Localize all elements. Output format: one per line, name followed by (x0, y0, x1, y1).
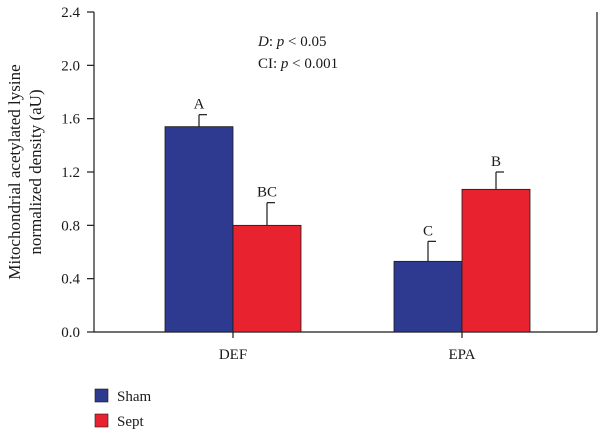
legend-swatch-sept (94, 413, 109, 428)
bar-sham-def (164, 126, 234, 333)
y-tick-label: 0.8 (61, 218, 80, 234)
y-tick-label: 2.4 (61, 5, 80, 21)
y-axis-label-line-2: normalized density (aU) (26, 89, 45, 254)
significance-label: C (423, 223, 433, 239)
y-tick-label: 0.4 (61, 272, 80, 288)
legend-label-sham: Sham (117, 389, 152, 405)
x-category-label: EPA (449, 347, 476, 363)
y-tick-label: 0.0 (61, 325, 80, 341)
bar-sept-def (232, 224, 302, 333)
legend-label-sept: Sept (117, 414, 145, 430)
significance-label: BC (257, 185, 277, 201)
legend-swatch-sham (94, 388, 109, 403)
bar-sept-epa (461, 188, 531, 333)
stat-annotation-d: D: p < 0.05 (257, 34, 326, 50)
y-tick-label: 1.6 (61, 112, 80, 128)
x-category-label: DEF (219, 347, 247, 363)
y-tick-label: 2.0 (61, 58, 80, 74)
bar-sham-epa (393, 260, 463, 333)
significance-label: A (194, 97, 205, 113)
stat-annotation-ci: CI: p < 0.001 (258, 56, 338, 72)
y-tick-label: 1.2 (61, 165, 80, 181)
y-axis-label-line-1: Mitochondrial acetylated lysine (5, 64, 24, 279)
significance-label: B (491, 154, 501, 170)
